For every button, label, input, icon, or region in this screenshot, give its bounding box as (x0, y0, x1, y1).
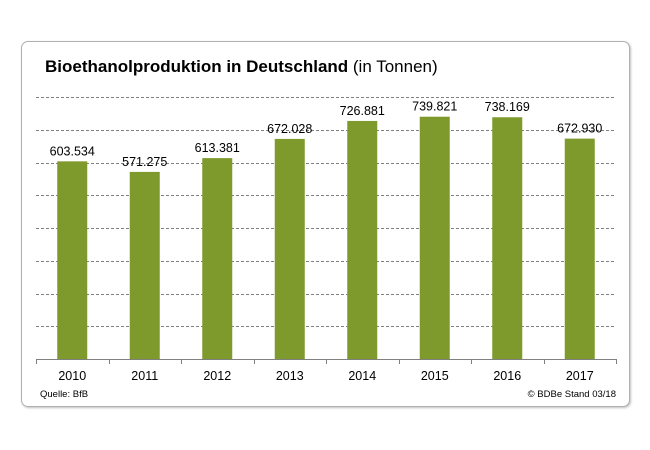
bar-2017 (564, 138, 595, 359)
x-tick-label-2010: 2010 (58, 369, 86, 383)
value-label-2011: 571.275 (122, 155, 167, 169)
bar-2011 (129, 171, 160, 359)
value-label-2015: 739.821 (412, 100, 457, 114)
chart-title-unit: (in Tonnen) (348, 57, 438, 76)
value-label-2016: 738.169 (485, 100, 530, 114)
bar-2016 (492, 117, 523, 359)
x-tick-label-2013: 2013 (276, 369, 304, 383)
value-label-2010: 603.534 (50, 144, 95, 158)
x-tick-label-2011: 2011 (131, 369, 158, 383)
chart-title: Bioethanolproduktion in Deutschland (in … (45, 57, 438, 77)
x-tick-label-2015: 2015 (421, 369, 449, 383)
x-tick-label-2014: 2014 (348, 369, 376, 383)
x-tick-label-2017: 2017 (566, 369, 594, 383)
bar-2013 (274, 138, 305, 359)
x-tick-label-2016: 2016 (493, 369, 521, 383)
source-note: Quelle: BfB (40, 389, 89, 400)
bar-2015 (419, 116, 450, 360)
value-label-2017: 672.930 (557, 122, 602, 136)
value-label-2013: 672.028 (267, 122, 312, 136)
chart-title-main: Bioethanolproduktion in Deutschland (45, 57, 349, 76)
x-tick-label-2012: 2012 (203, 369, 231, 383)
bar-2010 (57, 161, 88, 359)
value-label-2012: 613.381 (195, 141, 240, 155)
chart-frame (21, 41, 630, 407)
copyright-note: © BDBe Stand 03/18 (527, 389, 616, 400)
value-label-2014: 726.881 (340, 104, 385, 118)
bar-2012 (202, 158, 233, 359)
bar-2014 (347, 120, 378, 359)
